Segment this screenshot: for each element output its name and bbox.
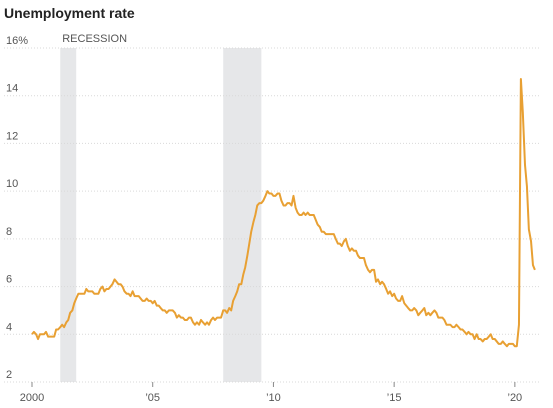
data-line xyxy=(31,78,536,348)
x-tick-label: ’05 xyxy=(145,392,160,404)
y-tick-label: 12 xyxy=(6,130,18,142)
y-tick-label: 4 xyxy=(6,321,12,333)
x-tick-label: ’10 xyxy=(266,392,281,404)
chart-title: Unemployment rate xyxy=(4,5,135,21)
y-tick-label: 14 xyxy=(6,83,18,95)
y-tick-label: 16% xyxy=(6,35,28,47)
y-tick-label: 6 xyxy=(6,274,12,286)
x-tick-label: ’20 xyxy=(508,392,523,404)
x-tick-label: ’15 xyxy=(387,392,402,404)
recession-band xyxy=(60,48,77,382)
y-tick-label: 10 xyxy=(6,178,18,190)
y-tick-label: 2 xyxy=(6,369,12,381)
y-tick-label: 8 xyxy=(6,226,12,238)
recession-label: RECESSION xyxy=(62,33,127,45)
x-tick-label: 2000 xyxy=(20,392,44,404)
